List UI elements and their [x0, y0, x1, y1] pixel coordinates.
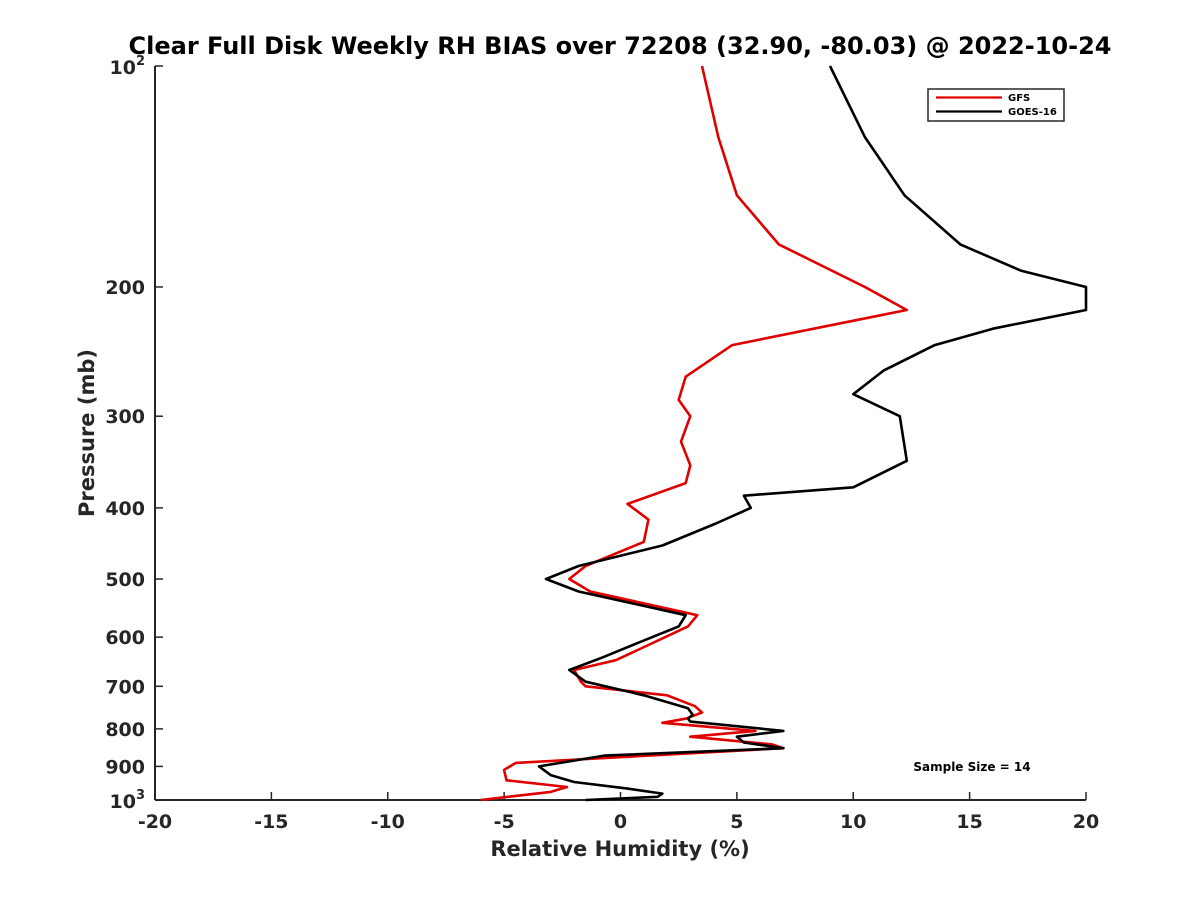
- x-tick-label: -5: [494, 811, 515, 833]
- y-tick-label-base: 10: [110, 791, 136, 813]
- y-axis-label: Pressure (mb): [75, 349, 99, 517]
- x-axis-label: Relative Humidity (%): [490, 837, 749, 861]
- chart-title: Clear Full Disk Weekly RH BIAS over 7220…: [129, 32, 1112, 60]
- series-line-goes16: [537, 65, 1088, 802]
- y-tick-label: 400: [105, 498, 145, 520]
- legend-box: [927, 88, 1065, 122]
- y-tick-label: 700: [105, 676, 145, 698]
- x-tick-label: -15: [254, 811, 288, 833]
- y-tick-label: 600: [105, 627, 145, 649]
- series-line-gfs: [480, 65, 909, 802]
- legend-label-gfs: GFS: [1008, 93, 1030, 104]
- y-tick-label: 103: [110, 788, 146, 813]
- y-tick-label: 300: [105, 406, 145, 428]
- y-tick-label-base: 10: [110, 57, 136, 79]
- x-tick-label: 20: [1073, 811, 1099, 833]
- x-tick-label: -10: [371, 811, 405, 833]
- plot-area: -20 -15 -10 -5 0 5 10 15 20 10220030040050060070…: [105, 54, 1099, 833]
- y-tick-label: 102: [110, 54, 146, 79]
- legend: GFS GOES-16: [927, 88, 1065, 122]
- x-tick-label: 0: [614, 811, 627, 833]
- y-tick-label: 500: [105, 569, 145, 591]
- x-tick-label: 10: [840, 811, 866, 833]
- x-ticks: -20 -15 -10 -5 0 5 10 15 20: [138, 792, 1099, 833]
- y-tick-label-exponent: 2: [136, 54, 145, 69]
- x-tick-label: 5: [730, 811, 743, 833]
- x-tick-label: 15: [956, 811, 982, 833]
- y-tick-label: 900: [105, 756, 145, 778]
- y-tick-label: 800: [105, 719, 145, 741]
- y-tick-label: 200: [105, 277, 145, 299]
- series-lines: [480, 65, 1088, 802]
- x-tick-label: -20: [138, 811, 172, 833]
- legend-label-goes16: GOES-16: [1008, 107, 1057, 118]
- sample-size-annotation: Sample Size = 14: [913, 760, 1030, 774]
- y-tick-label-exponent: 3: [136, 788, 145, 803]
